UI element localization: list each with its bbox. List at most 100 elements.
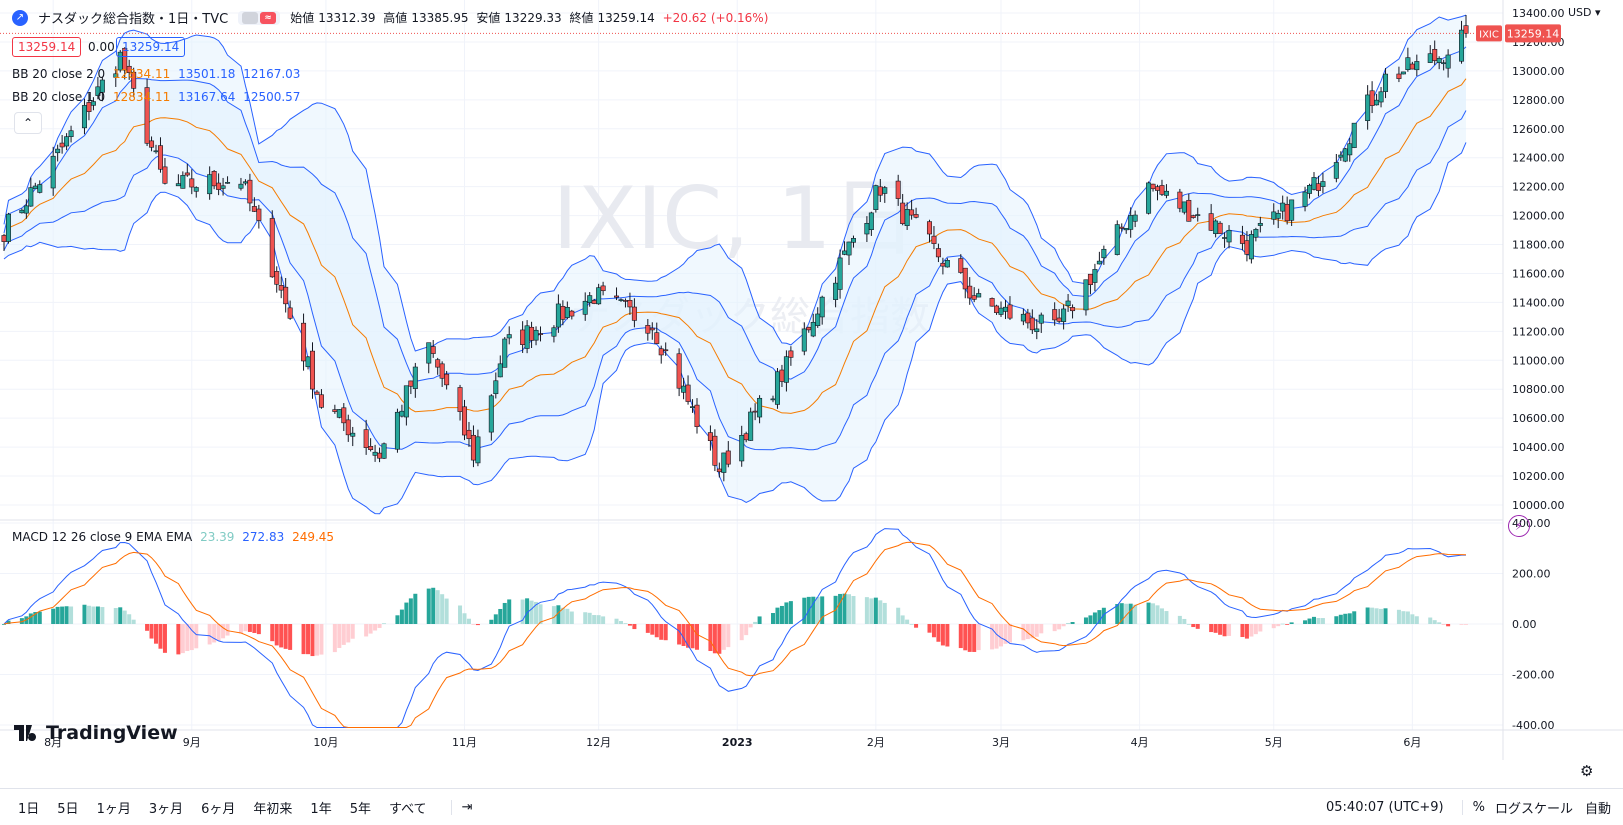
candle-down: [631, 306, 637, 321]
macd-histogram-bar: [940, 624, 945, 646]
macd-legend[interactable]: MACD 12 26 close 9 EMA EMA 23.39 272.83 …: [12, 530, 335, 544]
candle-up: [207, 174, 213, 195]
macd-histogram-bar: [1258, 624, 1263, 632]
macd-histogram-bar: [1227, 624, 1232, 636]
macd-histogram-bar: [788, 601, 793, 624]
auto-scale-toggle[interactable]: 自動: [1584, 801, 1611, 817]
price-tick-label: 10200.00: [1512, 470, 1565, 483]
macd-histogram-bar: [1066, 622, 1071, 624]
candle-up: [1320, 181, 1326, 187]
range-3m[interactable]: 3ヶ月: [148, 801, 184, 817]
macd-histogram-bar: [91, 606, 96, 624]
macd-histogram-bar: [274, 624, 279, 646]
currency-selector[interactable]: USD ▾: [1568, 6, 1601, 19]
market-status-pill[interactable]: ≈: [238, 10, 281, 25]
candle-down: [144, 87, 150, 144]
macd-histogram-bar: [560, 607, 565, 624]
macd-histogram-bar: [882, 602, 887, 624]
settings-gear-icon[interactable]: ⚙: [1580, 762, 1594, 780]
macd-histogram-bar: [82, 604, 87, 624]
range-1d[interactable]: 1日: [18, 801, 40, 817]
candle-down: [658, 348, 664, 356]
macd-histogram-bar: [127, 614, 132, 624]
range-all[interactable]: すべて: [388, 801, 427, 817]
macd-histogram-bar: [341, 624, 346, 645]
bb1-legend[interactable]: BB 20 close 1 0 12834.11 13167.64 12500.…: [12, 90, 301, 104]
candle-up: [757, 397, 763, 418]
candle-up: [810, 321, 816, 337]
macd-histogram-bar: [972, 624, 977, 652]
macd-histogram-bar: [493, 614, 498, 624]
candle-up: [175, 183, 181, 187]
macd-histogram-bar: [154, 624, 159, 644]
macd-histogram-bar: [1446, 624, 1451, 627]
macd-histogram-bar: [1124, 603, 1129, 624]
time-tick-label: 6月: [1403, 736, 1421, 749]
macd-histogram-bar: [538, 604, 543, 624]
range-5y[interactable]: 5年: [349, 801, 371, 817]
macd-histogram-bar: [1285, 624, 1290, 625]
percent-toggle[interactable]: %: [1461, 799, 1485, 815]
macd-histogram-bar: [1061, 624, 1066, 627]
candle-up: [90, 101, 96, 106]
range-6m[interactable]: 6ヶ月: [201, 801, 236, 817]
sell-price-box[interactable]: 13259.14: [12, 37, 82, 57]
macd-histogram-bar: [489, 619, 494, 624]
macd-histogram-bar: [1209, 624, 1214, 633]
macd-histogram-bar: [614, 618, 619, 624]
delayed-data-icon: ≈: [260, 11, 277, 24]
candle-down: [341, 407, 347, 424]
candle-up: [1302, 191, 1308, 207]
macd-histogram-bar: [1070, 622, 1075, 624]
bb2-upper-line: [3, 14, 1467, 352]
candle-down: [247, 179, 253, 204]
macd-histogram-bar: [1338, 614, 1343, 624]
buy-price-box[interactable]: 13259.14: [116, 37, 186, 57]
macd-histogram-bar: [1222, 624, 1227, 637]
collapse-legend-button[interactable]: ⌃: [14, 112, 42, 134]
macd-histogram-bar: [927, 624, 932, 633]
macd-histogram-bar: [368, 624, 373, 634]
candle-down: [184, 172, 190, 176]
macd-histogram-bar: [618, 621, 623, 624]
clock-time[interactable]: 05:40:07 (UTC+9): [1326, 799, 1444, 815]
signal-line: [3, 541, 1467, 728]
candle-up: [1092, 269, 1098, 283]
log-scale-toggle[interactable]: ログスケール: [1494, 801, 1573, 817]
bb2-legend[interactable]: BB 20 close 2 0 12834.11 13501.18 12167.…: [12, 67, 301, 81]
macd-histogram-bar: [95, 606, 100, 624]
range-5d[interactable]: 5日: [57, 801, 79, 817]
macd-histogram-bar: [999, 624, 1004, 647]
price-tick-label: 11000.00: [1512, 354, 1565, 367]
macd-histogram-bar: [1289, 622, 1294, 624]
candle-down: [962, 267, 968, 290]
macd-histogram-bar: [1316, 617, 1321, 624]
macd-histogram-bar: [1396, 609, 1401, 624]
range-1m[interactable]: 1ヶ月: [96, 801, 131, 817]
macd-histogram-bar: [914, 624, 919, 628]
symbol-header: ↗ ナスダック総合指数・1日・TVC ≈ 始値 13312.39 高値 13385.…: [12, 8, 776, 27]
range-ytd[interactable]: 年初来: [253, 801, 293, 817]
candle-down: [520, 329, 526, 345]
macd-histogram-bar: [623, 623, 628, 624]
candle-down: [1, 235, 7, 242]
price-tick-label: 12800.00: [1512, 94, 1565, 107]
macd-histogram-bar: [681, 624, 686, 646]
range-1y[interactable]: 1年: [310, 801, 332, 817]
goto-date-icon[interactable]: ⇥: [450, 799, 472, 815]
macd-histogram-bar: [967, 624, 972, 652]
macd-histogram-bar: [471, 624, 476, 625]
candle-down: [1217, 222, 1223, 234]
candle-up: [1414, 61, 1420, 71]
candle-up: [582, 300, 588, 315]
market-closed-icon: [242, 11, 259, 24]
macd-histogram-bar: [677, 624, 682, 645]
symbol-title[interactable]: ナスダック総合指数・1日・TVC: [38, 12, 229, 27]
lightning-icon[interactable]: ⚡: [1508, 515, 1530, 537]
candle-up: [193, 187, 199, 192]
macd-histogram-bar: [1159, 608, 1164, 624]
tradingview-logo[interactable]: TradingView: [14, 722, 178, 744]
candle-down: [877, 186, 883, 196]
candle-up: [475, 436, 481, 464]
